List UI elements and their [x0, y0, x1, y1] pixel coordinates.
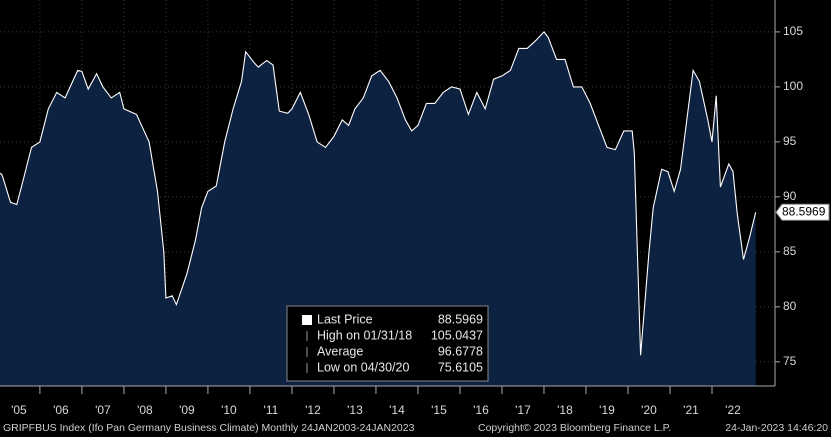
legend-label: Average — [317, 344, 363, 358]
price-line — [0, 31, 757, 356]
last-price-tag: 88.5969 — [782, 204, 826, 218]
legend-value: 88.5969 — [438, 312, 483, 326]
legend-value: 75.6105 — [438, 360, 483, 374]
x-tick-label: '16 — [473, 403, 489, 417]
x-tick-label: '17 — [515, 403, 531, 417]
footer-right: 24-Jan-2023 14:46:20 — [725, 422, 828, 434]
x-tick-label: '12 — [305, 403, 321, 417]
x-tick-label: '18 — [557, 403, 573, 417]
y-tick-label: 105 — [783, 24, 803, 38]
legend-label: Last Price — [317, 312, 373, 326]
legend-value: 105.0437 — [431, 328, 483, 342]
y-tick-label: 95 — [783, 134, 797, 148]
legend-value: 96.6778 — [438, 344, 483, 358]
y-tick-label: 100 — [783, 79, 803, 93]
footer-left: GRIPFBUS Index (Ifo Pan Germany Business… — [3, 422, 415, 434]
x-tick-label: '13 — [347, 403, 363, 417]
last-price-tag-box — [775, 203, 830, 221]
legend-label: Low on 04/30/20 — [317, 360, 409, 374]
y-tick-label: 90 — [783, 189, 797, 203]
x-tick-label: '08 — [137, 403, 153, 417]
area-fill — [0, 31, 756, 386]
x-tick-label: '22 — [725, 403, 741, 417]
legend-label: High on 01/31/18 — [317, 328, 412, 342]
x-tick-label: '09 — [179, 403, 195, 417]
x-tick-label: '11 — [264, 403, 279, 417]
x-tick-label: '15 — [431, 403, 447, 417]
x-tick-label: '21 — [683, 403, 699, 417]
y-tick-label: 75 — [783, 354, 797, 368]
x-tick-label: '05 — [11, 403, 27, 417]
y-tick-label: 85 — [783, 244, 797, 258]
legend-swatch — [302, 315, 312, 325]
x-tick-label: '14 — [389, 403, 405, 417]
footer-center: Copyright© 2023 Bloomberg Finance L.P. — [478, 422, 671, 434]
x-tick-label: '07 — [95, 403, 111, 417]
plot — [0, 0, 775, 386]
legend-box — [286, 305, 489, 382]
x-tick-label: '19 — [599, 403, 615, 417]
x-tick-label: '06 — [53, 403, 69, 417]
x-tick-label: '10 — [221, 403, 237, 417]
y-tick-label: 80 — [783, 299, 797, 313]
x-tick-label: '20 — [641, 403, 657, 417]
